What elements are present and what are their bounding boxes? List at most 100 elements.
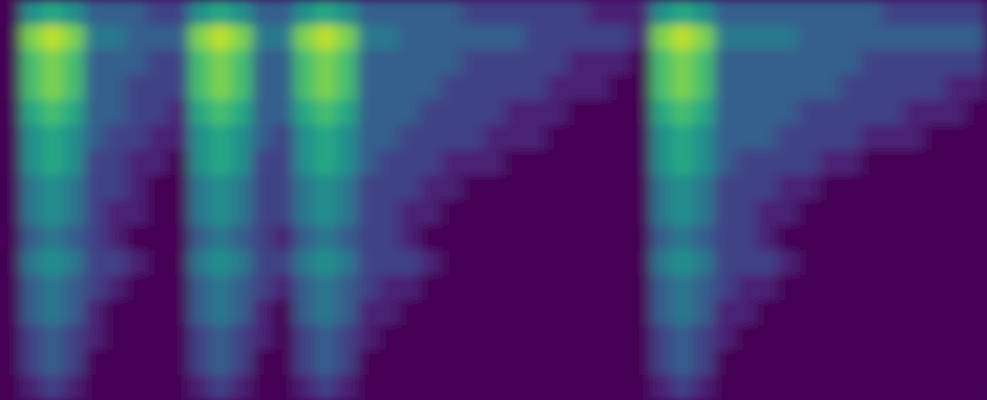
cell [546, 25, 568, 51]
cell [777, 350, 799, 376]
cell [945, 300, 967, 326]
cell [966, 275, 987, 301]
cell [399, 375, 421, 400]
cell [336, 150, 358, 176]
cell [21, 250, 43, 276]
cell [126, 0, 148, 26]
cell [609, 250, 631, 276]
cell [588, 50, 610, 76]
cell [588, 250, 610, 276]
cell [504, 0, 526, 26]
cell [945, 225, 967, 251]
cell [441, 100, 463, 126]
cell [924, 300, 946, 326]
cell [42, 100, 64, 126]
cell [798, 375, 820, 400]
cell [21, 275, 43, 301]
cell [126, 200, 148, 226]
cell [21, 300, 43, 326]
cell [189, 175, 211, 201]
cell [777, 25, 799, 51]
cell [630, 250, 652, 276]
cell [651, 100, 673, 126]
cell [294, 75, 316, 101]
cell [588, 200, 610, 226]
cell [567, 300, 589, 326]
cell [168, 100, 190, 126]
cell [798, 200, 820, 226]
cell [441, 0, 463, 26]
cell [945, 75, 967, 101]
cell [357, 100, 379, 126]
cell [546, 50, 568, 76]
cell [105, 25, 127, 51]
cell [63, 250, 85, 276]
cell [966, 350, 987, 376]
cell [399, 150, 421, 176]
cell [273, 300, 295, 326]
cell [567, 325, 589, 351]
cell [819, 125, 841, 151]
cell [798, 275, 820, 301]
cell [882, 0, 904, 26]
cell [21, 225, 43, 251]
cell [567, 350, 589, 376]
cell [168, 250, 190, 276]
cell [0, 75, 22, 101]
cell [252, 150, 274, 176]
cell [336, 125, 358, 151]
cell [756, 375, 778, 400]
cell [21, 100, 43, 126]
cell [315, 50, 337, 76]
cell [210, 325, 232, 351]
spectrogram [0, 0, 987, 400]
cell [903, 350, 925, 376]
cell [756, 175, 778, 201]
cell [420, 75, 442, 101]
cell [903, 75, 925, 101]
cell [588, 0, 610, 26]
cell [168, 125, 190, 151]
cell [840, 325, 862, 351]
cell [462, 275, 484, 301]
cell [63, 75, 85, 101]
cell [294, 25, 316, 51]
cell [861, 300, 883, 326]
cell [399, 350, 421, 376]
cell [756, 0, 778, 26]
cell [252, 300, 274, 326]
cell [399, 175, 421, 201]
cell [630, 275, 652, 301]
cell [357, 75, 379, 101]
cell [861, 200, 883, 226]
cell [189, 300, 211, 326]
cell [798, 300, 820, 326]
cell [189, 25, 211, 51]
cell [651, 225, 673, 251]
cell [672, 325, 694, 351]
cell [0, 375, 22, 400]
cell [231, 375, 253, 400]
cell [882, 150, 904, 176]
cell [168, 275, 190, 301]
cell [378, 25, 400, 51]
cell [693, 325, 715, 351]
cell [147, 350, 169, 376]
cell [693, 75, 715, 101]
cell [273, 100, 295, 126]
cell [231, 275, 253, 301]
cell [714, 150, 736, 176]
cell [210, 375, 232, 400]
cell [693, 50, 715, 76]
cell [819, 175, 841, 201]
cell [777, 0, 799, 26]
cell [399, 250, 421, 276]
cell [294, 175, 316, 201]
cell [525, 125, 547, 151]
cell [252, 50, 274, 76]
cell [210, 100, 232, 126]
cell [231, 350, 253, 376]
cell [903, 300, 925, 326]
cell [735, 350, 757, 376]
cell [777, 150, 799, 176]
